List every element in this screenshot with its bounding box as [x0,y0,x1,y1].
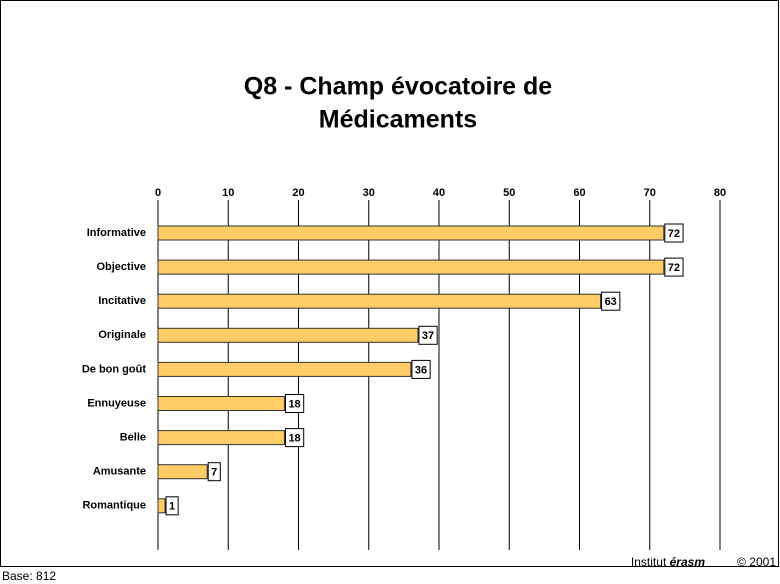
y-tick-label: De bon goût [82,363,146,375]
y-tick-label: Originale [98,329,146,341]
x-tick-label: 30 [363,187,375,199]
value-label-box [284,428,305,448]
y-tick-label: Ennuyeuse [87,397,146,409]
institut: Institut [631,555,667,569]
value-label-box [411,359,431,379]
y-tick-label: Objective [96,261,146,273]
y-tick-label: Informative [87,227,146,239]
value-label-box [207,462,221,482]
copyright: © 2001 [737,555,776,569]
chart-title: Médicaments [319,106,477,134]
value-label: 1 [169,501,175,513]
x-tick-label: 60 [573,187,585,199]
value-label: 63 [605,296,617,308]
bar [157,464,208,480]
x-tick-label: 80 [714,187,726,199]
base: Base: 812 [2,569,56,583]
value-label: 18 [288,433,300,445]
value-label-box [601,291,621,311]
value-label-box [664,223,684,243]
bar [157,361,412,377]
x-tick-label: 0 [155,187,161,199]
y-tick-label: Amusante [93,466,146,478]
value-label: 72 [668,262,680,274]
value-label-box [284,394,305,413]
bar [157,293,602,309]
bar [157,498,166,514]
y-tick-label: Romantique [82,500,146,512]
value-label: 37 [422,330,434,342]
value-label: 36 [415,364,427,376]
x-tick-label: 10 [222,187,234,199]
bar [157,396,285,411]
x-tick-label: 70 [644,187,656,199]
value-label: 18 [288,398,300,410]
footer-credit: Institut érasm [631,555,705,569]
y-tick-label: Belle [120,432,146,444]
x-tick-label: 50 [503,187,515,199]
x-tick-label: 20 [292,187,304,199]
bar [157,430,285,446]
brand: érasm [670,555,706,569]
y-tick-label: Incitative [98,295,146,307]
value-label-box [664,257,684,277]
frame [0,0,779,567]
value-label: 72 [668,228,680,240]
bar [157,225,665,241]
chart-title: Q8 - Champ évocatoire de [244,73,553,101]
value-label-box [165,496,179,516]
bar [157,327,419,343]
value-label-box [418,325,438,345]
value-label: 7 [211,467,217,479]
bar [157,259,665,275]
x-tick-label: 40 [433,187,445,199]
